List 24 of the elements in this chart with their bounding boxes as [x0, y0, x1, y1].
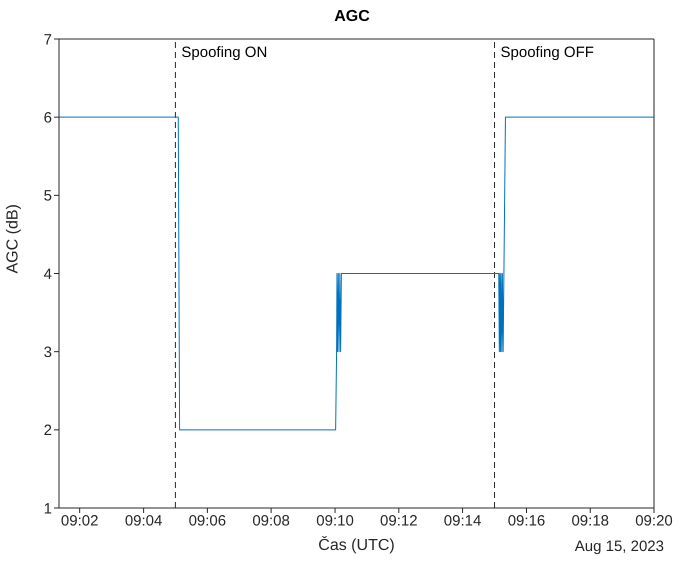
y-tick-label: 2 [44, 422, 52, 440]
x-tick-label: 09:12 [380, 512, 418, 530]
x-tick-label: 09:14 [444, 512, 482, 530]
y-tick-label: 3 [44, 344, 52, 361]
x-tick-label: 09:18 [571, 512, 610, 530]
y-tick-label: 7 [44, 31, 52, 48]
x-tick-label: 09:06 [188, 512, 226, 530]
y-tick-label: 4 [44, 266, 52, 283]
y-tick-label: 1 [44, 500, 52, 518]
ref-line-label: Spoofing OFF [500, 44, 594, 61]
line-series [59, 116, 654, 430]
x-tick-label: 09:02 [60, 512, 98, 530]
text: Aug 15, 2023 [574, 538, 664, 555]
y-tick-label: 5 [44, 188, 52, 205]
x-tick-label: 09:16 [508, 512, 546, 530]
x-axis-title: Čas (UTC) [318, 536, 395, 554]
x-tick-label: 09:08 [252, 512, 290, 530]
x-tick-label: 09:10 [316, 512, 354, 530]
y-tick-label: 6 [44, 109, 52, 126]
y-axis-title: AGC (dB) [4, 204, 22, 274]
ref-line-label: Spoofing ON [181, 44, 268, 61]
x-tick-label: 09:20 [635, 512, 673, 530]
x-tick-label: 09:04 [124, 512, 162, 530]
chart-title: AGC [333, 8, 371, 26]
